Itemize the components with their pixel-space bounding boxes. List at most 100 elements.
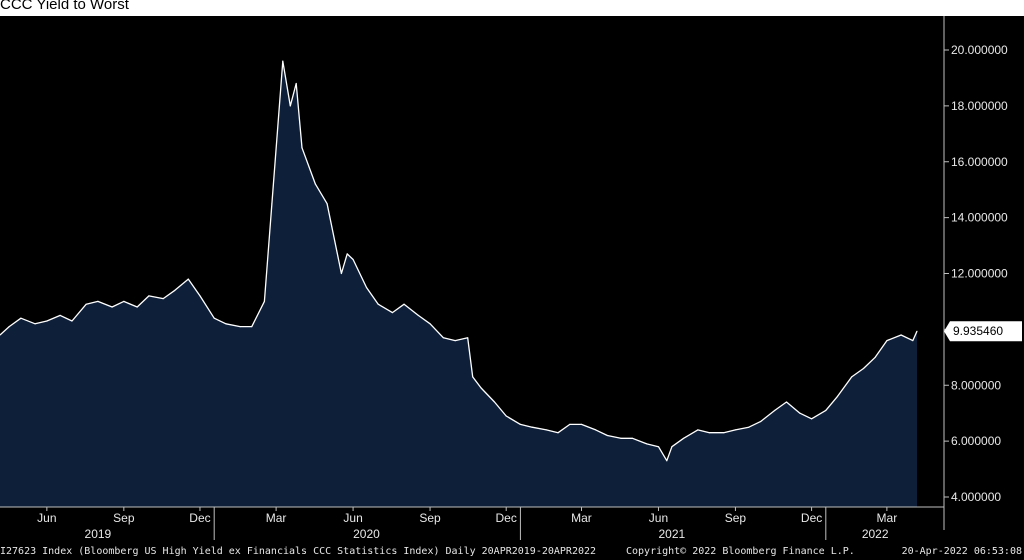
data-point [480,387,482,389]
y-axis: 4.0000006.0000008.00000010.00000012.0000… [944,43,1022,504]
data-point [340,272,342,275]
data-point [377,303,379,305]
data-point [34,323,36,325]
data-point [365,286,368,289]
x-tick-label: Dec [496,511,517,525]
data-point [748,426,750,428]
data-point [352,258,354,261]
data-point [683,437,685,439]
y-tick-label: 8.000000 [951,378,1001,392]
data-point [417,314,419,316]
data-point [734,429,737,431]
data-point [874,356,876,358]
data-point [472,376,474,378]
data-point [646,443,648,445]
data-point [606,434,609,437]
y-tick-label: 20.000000 [951,43,1008,57]
x-tick-label: Sep [419,511,441,525]
data-point [785,401,788,403]
x-tick-label: Jun [343,511,362,525]
data-point [46,320,48,322]
data-point [301,147,303,149]
data-point [71,320,73,322]
data-point [148,295,150,297]
x-tick-label: Sep [113,511,135,525]
data-point [569,423,571,425]
x-axis: Jun Sep Dec Mar Jun Sep Dec Mar Jun Sep Dec Mar 2019… [37,507,897,541]
data-point [666,460,668,462]
data-point [886,340,888,342]
data-point [187,278,189,280]
data-point [836,395,839,397]
data-point [912,340,914,342]
data-point [20,317,22,319]
data-point [825,409,827,411]
data-point [162,298,164,300]
data-point [174,289,176,291]
chart-svg: 4.0000006.0000008.00000010.00000012.0000… [0,16,1024,543]
data-point [97,300,99,302]
x-year-label: 2022 [862,527,889,541]
data-point [657,446,660,448]
data-point [799,412,801,414]
x-tick-label: Sep [725,511,747,525]
y-tick-label: 18.000000 [951,99,1008,113]
data-point [59,314,61,316]
data-point [916,330,918,332]
x-tick-label: Mar [266,511,287,525]
data-point [295,82,297,85]
footer-timestamp: 20-Apr-2022 06:53:08 [901,546,1022,557]
data-point [8,326,10,328]
data-point [467,337,469,339]
data-point [282,60,284,62]
x-tick-label: Dec [801,511,822,525]
data-point [708,432,711,434]
data-point [759,421,762,423]
data-point [723,432,725,434]
x-year-label: 2021 [659,527,686,541]
x-tick-label: Jun [37,511,56,525]
x-year-label: 2020 [353,527,380,541]
data-point [851,376,853,378]
data-point [862,367,865,370]
data-point [199,295,201,297]
data-point [271,203,273,205]
y-tick-label: 4.000000 [951,490,1001,504]
footer-index-description: I27623 Index (Bloomberg US High Yield ex… [0,546,597,557]
data-point [900,334,902,336]
data-point [519,423,522,425]
data-point [0,334,1,336]
data-point [620,437,622,439]
data-point [545,429,548,431]
data-point [136,306,138,308]
data-point [225,323,227,325]
data-point [251,326,253,328]
data-point [774,409,776,411]
data-point [123,300,125,302]
data-point [580,423,583,425]
last-value-marker [944,321,1022,342]
y-tick-label: 16.000000 [951,155,1008,169]
data-point [85,303,87,305]
data-point [213,317,215,319]
footer-copyright: Copyright© 2022 Bloomberg Finance L.P. [626,546,855,557]
data-point [314,183,316,185]
data-point [595,429,597,431]
last-value-label: 9.935460 [953,324,1003,338]
data-point [671,446,673,448]
area-layer [0,60,918,507]
data-point [391,312,393,314]
data-point [263,300,265,302]
data-point [531,426,533,428]
data-point [289,105,291,107]
data-point [239,326,241,328]
data-point [493,401,496,403]
data-point [442,337,444,339]
footer: I27623 Index (Bloomberg US High Yield ex… [0,543,1024,560]
x-year-label: 2019 [85,527,112,541]
x-tick-label: Dec [189,511,210,525]
y-tick-label: 14.000000 [951,211,1008,225]
series-area [0,61,917,507]
x-tick-label: Jun [649,511,668,525]
y-tick-label: 12.000000 [951,267,1008,281]
